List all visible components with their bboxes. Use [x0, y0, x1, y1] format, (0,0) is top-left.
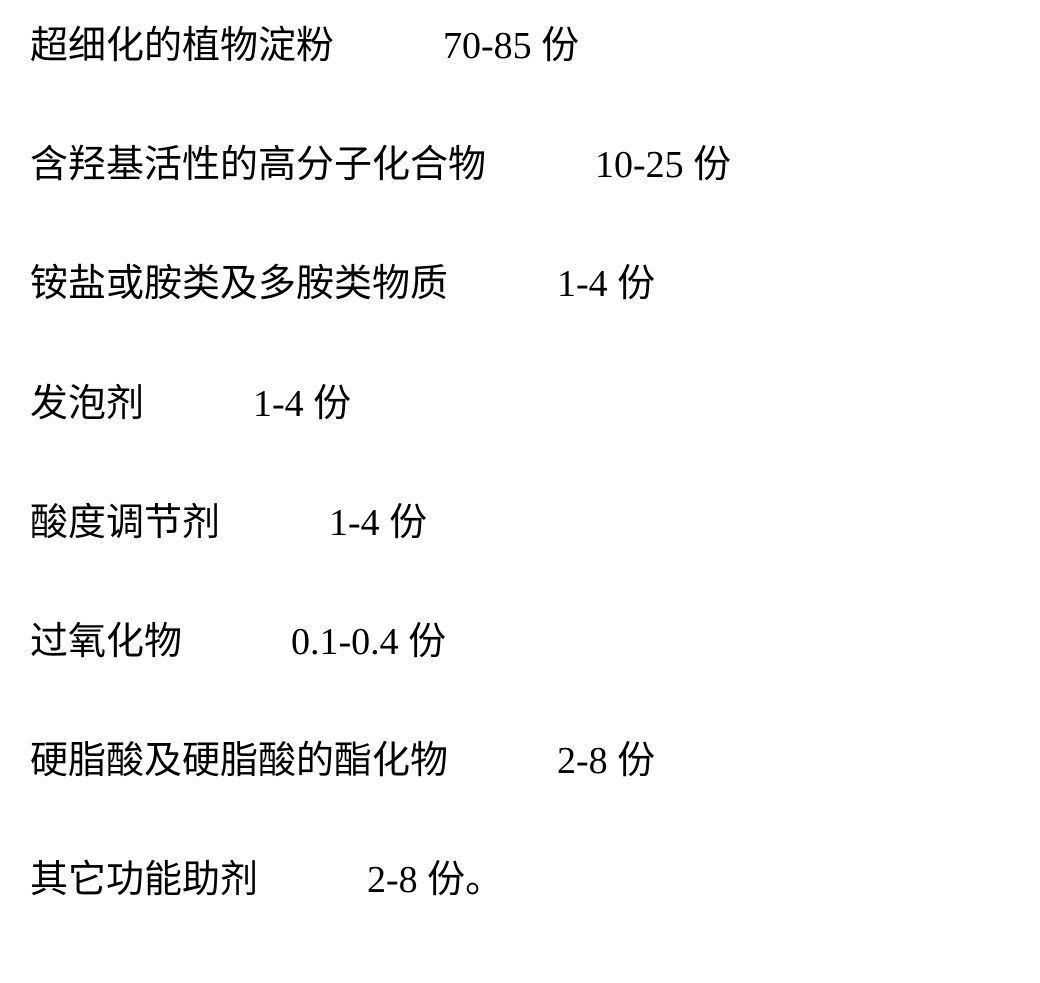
- ingredient-label: 硬脂酸及硬脂酸的酯化物: [30, 740, 448, 782]
- ingredient-value: 1-4 份: [557, 263, 655, 305]
- ingredient-label: 酸度调节剂: [30, 502, 220, 544]
- ingredient-line: 酸度调节剂 1-4 份: [30, 497, 1010, 550]
- ingredient-value: 1-4 份: [329, 502, 427, 544]
- ingredient-value: 0.1-0.4 份: [291, 621, 446, 663]
- ingredient-value: 10-25 份: [595, 144, 731, 186]
- ingredient-value: 2-8 份: [557, 740, 655, 782]
- ingredient-label: 过氧化物: [30, 621, 182, 663]
- ingredient-line: 硬脂酸及硬脂酸的酯化物 2-8 份: [30, 735, 1010, 788]
- ingredient-line: 超细化的植物淀粉 70-85 份: [30, 20, 1010, 73]
- ingredient-line: 发泡剂 1-4 份: [30, 378, 1010, 431]
- ingredient-line: 其它功能助剂 2-8 份。: [30, 854, 1010, 907]
- ingredient-line: 铵盐或胺类及多胺类物质 1-4 份: [30, 258, 1010, 311]
- ingredient-line: 含羟基活性的高分子化合物 10-25 份: [30, 139, 1010, 192]
- ingredient-label: 超细化的植物淀粉: [30, 25, 334, 67]
- ingredient-label: 发泡剂: [30, 383, 144, 425]
- ingredient-label: 其它功能助剂: [30, 859, 258, 901]
- ingredient-value: 1-4 份: [253, 383, 351, 425]
- ingredient-value: 2-8 份。: [367, 859, 503, 901]
- ingredient-value: 70-85 份: [443, 25, 579, 67]
- ingredient-label: 含羟基活性的高分子化合物: [30, 144, 486, 186]
- ingredient-line: 过氧化物 0.1-0.4 份: [30, 616, 1010, 669]
- ingredient-label: 铵盐或胺类及多胺类物质: [30, 263, 448, 305]
